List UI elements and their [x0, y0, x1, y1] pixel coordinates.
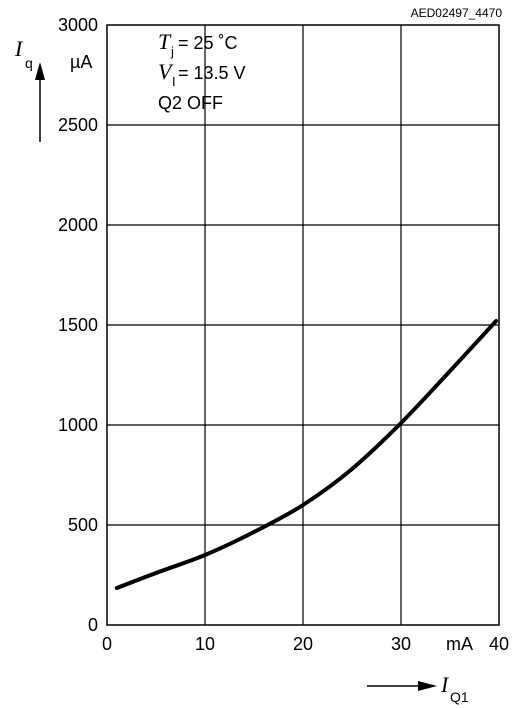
y-tick-label-3: 1500 — [58, 315, 98, 335]
series-line — [114, 319, 499, 590]
grid — [107, 25, 499, 625]
condition-vi-subscript: I — [172, 74, 176, 89]
x-tick-label-4: 40 — [489, 634, 509, 654]
x-tick-label-0: 0 — [102, 634, 112, 654]
y-axis-arrowhead — [35, 62, 45, 80]
condition-tj-symbol: T — [158, 29, 172, 54]
y-axis-subscript: q — [25, 55, 33, 71]
x-axis-unit: mA — [446, 634, 473, 654]
y-tick-labels: 0 500 1000 1500 2000 2500 3000 — [58, 15, 98, 635]
y-tick-label-2: 1000 — [58, 415, 98, 435]
y-axis-unit: µA — [70, 52, 92, 72]
x-axis-subscript: Q1 — [450, 689, 469, 705]
condition-tj-subscript: j — [170, 44, 174, 59]
x-axis-symbol: I — [440, 672, 450, 697]
y-tick-label-4: 2000 — [58, 215, 98, 235]
x-tick-labels: 0 10 20 30 40 — [102, 634, 509, 654]
condition-vi-value: = 13.5 V — [178, 63, 246, 83]
condition-vi-symbol: V — [158, 59, 174, 84]
x-tick-label-2: 20 — [293, 634, 313, 654]
figure-code: AED02497_4470 — [411, 6, 503, 20]
condition-q2: Q2 OFF — [158, 93, 223, 113]
y-axis-symbol: I — [14, 36, 24, 61]
condition-tj-value: = 25 ˚C — [178, 33, 238, 53]
y-tick-label-6: 3000 — [58, 15, 98, 35]
y-tick-label-0: 0 — [88, 615, 98, 635]
x-axis-arrowhead — [418, 681, 437, 691]
x-tick-label-1: 10 — [195, 634, 215, 654]
x-tick-label-3: 30 — [391, 634, 411, 654]
y-tick-label-5: 2500 — [58, 115, 98, 135]
plot-frame — [106, 24, 500, 626]
y-tick-label-1: 500 — [68, 515, 98, 535]
